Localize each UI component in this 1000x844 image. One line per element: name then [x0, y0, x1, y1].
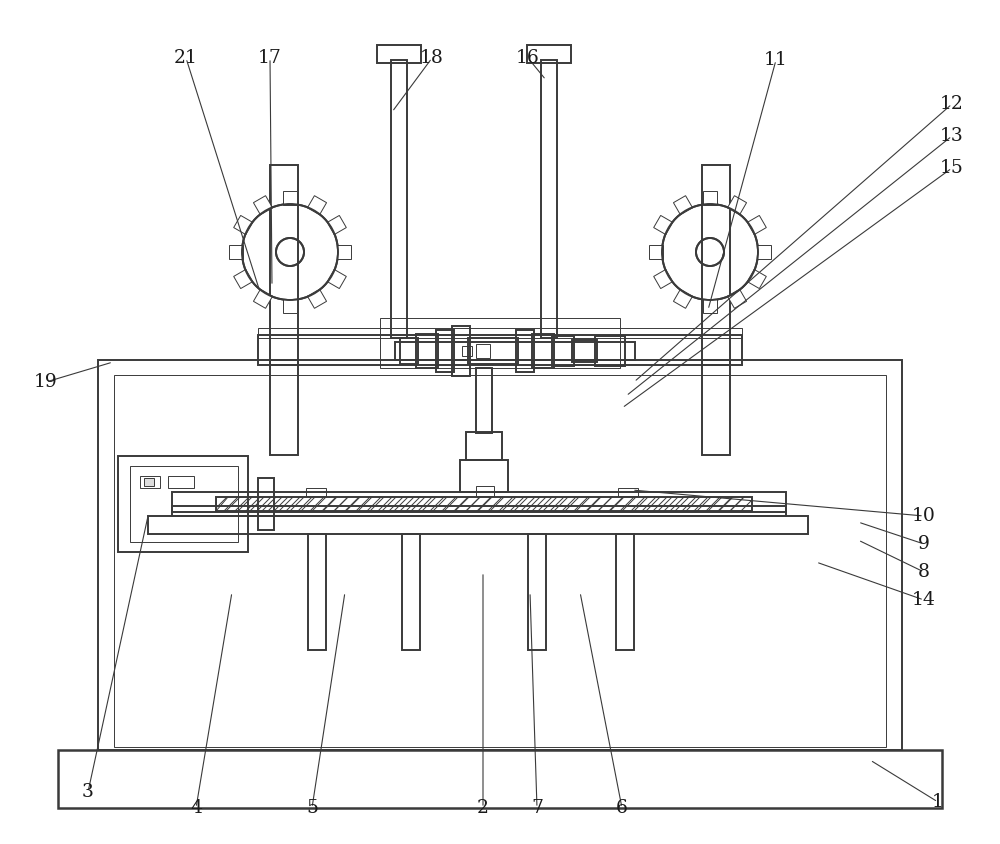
Polygon shape	[234, 215, 253, 235]
Polygon shape	[327, 269, 346, 289]
Polygon shape	[673, 196, 693, 214]
Bar	[140, 476, 160, 488]
Polygon shape	[654, 269, 673, 289]
Polygon shape	[747, 215, 766, 235]
Bar	[460, 460, 508, 492]
Text: 18: 18	[420, 49, 444, 67]
Bar	[476, 368, 492, 433]
Bar	[216, 497, 752, 511]
Bar	[527, 45, 571, 63]
Text: 17: 17	[258, 49, 282, 67]
Bar	[130, 466, 238, 542]
Bar	[468, 338, 518, 364]
Bar	[395, 342, 635, 360]
Bar	[476, 344, 490, 358]
Bar	[144, 478, 154, 486]
Bar	[172, 506, 786, 516]
Text: 14: 14	[912, 591, 936, 609]
Bar	[595, 336, 625, 366]
Bar	[616, 534, 634, 650]
Polygon shape	[229, 245, 243, 259]
Bar	[552, 336, 574, 366]
Text: 5: 5	[306, 799, 318, 817]
Polygon shape	[327, 215, 346, 235]
Polygon shape	[283, 191, 297, 205]
Text: 8: 8	[918, 563, 930, 581]
Polygon shape	[757, 245, 771, 259]
Bar	[400, 338, 418, 364]
Bar	[532, 334, 554, 368]
Bar	[466, 432, 502, 460]
Polygon shape	[673, 289, 693, 308]
Text: 1: 1	[932, 793, 944, 811]
Polygon shape	[747, 269, 766, 289]
Bar	[377, 45, 421, 63]
Text: 13: 13	[940, 127, 964, 145]
Text: 16: 16	[516, 49, 540, 67]
Text: 6: 6	[616, 799, 628, 817]
Bar	[528, 534, 546, 650]
Bar	[516, 330, 534, 372]
Text: 10: 10	[912, 507, 936, 525]
Bar	[172, 492, 786, 512]
Bar	[258, 335, 742, 365]
Polygon shape	[703, 191, 717, 205]
Bar	[618, 488, 638, 496]
Text: 19: 19	[34, 373, 58, 391]
Bar	[452, 326, 470, 376]
Bar	[148, 516, 808, 534]
Polygon shape	[703, 299, 717, 313]
Bar	[572, 340, 597, 362]
Polygon shape	[283, 299, 297, 313]
Polygon shape	[727, 289, 747, 308]
Bar	[258, 328, 742, 338]
Bar	[476, 486, 494, 496]
Polygon shape	[337, 245, 351, 259]
Polygon shape	[253, 196, 273, 214]
Bar	[58, 750, 942, 808]
Bar	[416, 334, 438, 368]
Bar	[168, 476, 194, 488]
Polygon shape	[307, 289, 327, 308]
Polygon shape	[253, 289, 273, 308]
Text: 11: 11	[764, 51, 788, 69]
Text: 9: 9	[918, 535, 930, 553]
Bar	[391, 60, 407, 338]
Bar	[436, 330, 454, 372]
Bar	[702, 360, 730, 455]
Bar	[306, 488, 326, 496]
Polygon shape	[234, 269, 253, 289]
Polygon shape	[654, 215, 673, 235]
Bar	[702, 165, 730, 365]
Polygon shape	[649, 245, 663, 259]
Bar	[118, 456, 248, 552]
Text: 12: 12	[940, 95, 964, 113]
Polygon shape	[727, 196, 747, 214]
Text: 4: 4	[190, 799, 202, 817]
Bar	[380, 318, 620, 368]
Bar	[270, 360, 298, 455]
Bar	[462, 346, 472, 356]
Text: 21: 21	[174, 49, 198, 67]
Bar	[98, 360, 902, 750]
Bar	[114, 375, 886, 747]
Text: 2: 2	[477, 799, 489, 817]
Bar	[541, 60, 557, 338]
Bar	[258, 478, 274, 530]
Text: 3: 3	[82, 783, 94, 801]
Bar	[270, 165, 298, 365]
Bar	[308, 534, 326, 650]
Bar	[402, 534, 420, 650]
Polygon shape	[307, 196, 327, 214]
Text: 15: 15	[940, 159, 964, 177]
Text: 7: 7	[531, 799, 543, 817]
